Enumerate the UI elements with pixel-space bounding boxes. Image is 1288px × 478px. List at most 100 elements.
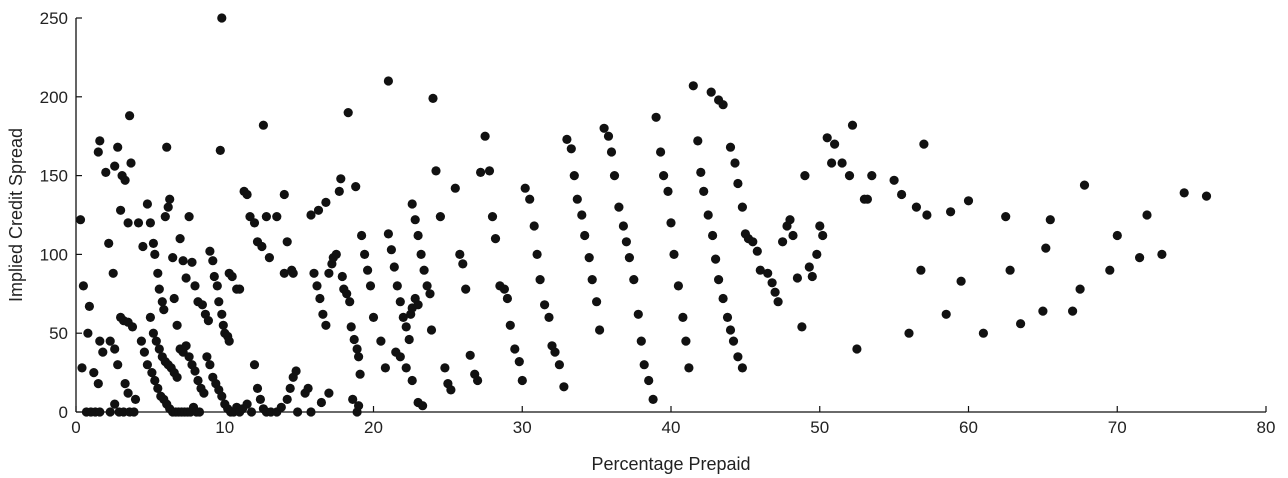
data-point: [218, 320, 228, 330]
data-point: [1201, 191, 1212, 201]
data-point: [257, 241, 267, 252]
data-point: [755, 265, 765, 275]
data-point: [499, 284, 509, 294]
y-ticks: 0 50 100 150 200 250: [40, 9, 82, 422]
data-point: [203, 316, 213, 326]
data-point: [401, 363, 411, 373]
data-point: [763, 268, 773, 278]
data-point: [383, 76, 393, 86]
data-point: [404, 334, 414, 345]
data-point: [428, 93, 438, 103]
y-axis: 0 50 100 150 200 250: [40, 9, 82, 422]
y-tick-label: 50: [49, 324, 68, 343]
data-point: [706, 87, 716, 97]
data-point: [505, 320, 515, 330]
data-point: [133, 218, 144, 228]
data-point: [324, 388, 334, 398]
data-point: [1038, 306, 1048, 316]
data-point: [529, 221, 539, 231]
data-point: [348, 394, 358, 404]
data-point: [644, 375, 654, 386]
x-tick-label: 0: [71, 418, 80, 437]
data-point: [395, 352, 405, 362]
data-point: [852, 344, 862, 354]
data-point: [351, 182, 361, 192]
data-point: [656, 147, 666, 157]
data-point: [862, 194, 873, 204]
data-point: [752, 246, 762, 256]
data-point: [255, 394, 265, 404]
data-point: [480, 131, 490, 141]
data-point: [748, 237, 758, 247]
data-point: [624, 253, 635, 263]
data-point: [279, 268, 289, 278]
data-point: [450, 183, 460, 193]
data-point: [455, 249, 465, 259]
data-point: [160, 212, 170, 222]
data-point: [205, 360, 215, 370]
data-point: [312, 281, 322, 291]
x-axis: 0 10 20 30 40 50 60 70 80: [71, 406, 1275, 437]
data-point: [718, 293, 728, 304]
data-point: [392, 281, 402, 291]
data-point: [419, 265, 429, 275]
data-point: [941, 309, 951, 319]
data-point: [321, 320, 331, 330]
data-point: [246, 407, 257, 417]
data-point: [168, 253, 178, 263]
data-point: [331, 249, 341, 259]
data-point: [337, 271, 347, 282]
data-point: [659, 171, 669, 181]
data-point: [722, 312, 733, 322]
data-point: [733, 178, 743, 189]
data-point: [184, 352, 194, 362]
data-point: [303, 383, 313, 393]
data-point: [621, 237, 632, 247]
data-point: [595, 325, 605, 335]
data-point: [360, 249, 370, 259]
data-point: [98, 347, 108, 357]
data-point: [532, 249, 542, 259]
data-point: [252, 383, 263, 393]
data-point: [288, 268, 298, 278]
data-point: [422, 281, 432, 291]
data-point: [804, 262, 814, 272]
data-point: [897, 189, 907, 200]
data-point: [159, 305, 169, 315]
data-point: [150, 249, 160, 259]
data-point: [822, 133, 832, 143]
data-point: [407, 199, 417, 209]
data-point: [807, 271, 817, 282]
data-point: [410, 215, 420, 225]
data-point: [711, 254, 721, 264]
x-tick-label: 20: [364, 418, 383, 437]
data-point: [154, 344, 164, 354]
data-point: [818, 230, 828, 241]
data-point: [1068, 306, 1078, 316]
data-point: [363, 265, 373, 275]
data-point: [1016, 319, 1026, 329]
data-point: [343, 108, 353, 118]
data-point: [212, 281, 222, 291]
y-tick-label: 150: [40, 167, 68, 186]
data-point: [285, 383, 295, 393]
data-point: [718, 100, 728, 110]
data-point: [514, 357, 524, 367]
data-point: [306, 210, 316, 220]
data-point: [368, 312, 379, 322]
data-point: [110, 161, 120, 171]
data-point: [354, 401, 364, 411]
data-point: [956, 276, 966, 286]
data-point: [376, 336, 386, 346]
data-point: [502, 293, 512, 304]
data-point: [1112, 230, 1122, 241]
data-point: [425, 289, 435, 299]
data-point: [93, 379, 103, 389]
data-point: [101, 167, 111, 177]
data-point: [336, 174, 346, 184]
data-point: [476, 167, 486, 177]
data-point: [261, 212, 271, 222]
data-point: [800, 171, 810, 181]
data-point: [95, 136, 105, 146]
data-point: [205, 246, 215, 256]
